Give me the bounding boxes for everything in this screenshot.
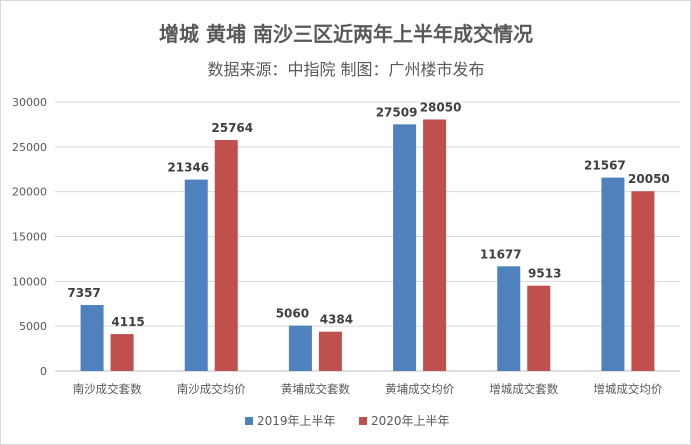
bar-2-3 xyxy=(318,331,342,371)
y-axis-ticks: 0 5000 10000 15000 20000 25000 30000 xyxy=(12,96,47,378)
data-label: 5060 xyxy=(276,307,309,321)
bar-1-3 xyxy=(288,325,312,371)
bars xyxy=(80,119,655,371)
gridlines xyxy=(55,101,680,372)
data-label: 4115 xyxy=(111,315,144,329)
data-label: 27509 xyxy=(376,105,418,119)
category-label: 黄埔成交均价 xyxy=(385,382,454,396)
data-label: 9513 xyxy=(528,267,561,281)
legend-swatch-2 xyxy=(359,417,367,425)
data-label: 7357 xyxy=(67,286,100,300)
bar-2-6 xyxy=(631,191,655,371)
data-labels: 7357 4115 21346 25764 5060 4384 27509 28050 1167… xyxy=(67,100,669,329)
bar-1-2 xyxy=(184,179,208,371)
y-tick-label: 30000 xyxy=(12,96,47,109)
data-label: 21346 xyxy=(167,161,209,175)
bar-1-6 xyxy=(601,177,625,371)
bar-1-5 xyxy=(497,266,521,371)
bar-1-4 xyxy=(393,124,417,371)
category-label: 增城成交套数 xyxy=(489,382,558,396)
x-axis-categories: 南沙成交套数 南沙成交均价 黄埔成交套数 黄埔成交均价 增城成交套数 增城成交均价 xyxy=(73,382,663,396)
data-label: 28050 xyxy=(420,100,462,114)
data-label: 4384 xyxy=(320,313,353,327)
y-tick-label: 20000 xyxy=(12,186,47,199)
y-tick-label: 10000 xyxy=(12,275,47,288)
data-label: 20050 xyxy=(628,172,670,186)
legend: 2019年上半年 2020年上半年 xyxy=(245,414,450,428)
chart-subtitle: 数据来源：中指院 制图：广州楼市发布 xyxy=(207,60,484,79)
bar-2-4 xyxy=(423,119,447,371)
category-label: 南沙成交套数 xyxy=(73,382,142,396)
y-tick-label: 15000 xyxy=(12,231,47,244)
bar-2-1 xyxy=(110,334,134,371)
category-label: 南沙成交均价 xyxy=(177,382,246,396)
data-label: 11677 xyxy=(480,247,522,261)
legend-swatch-1 xyxy=(245,417,253,425)
data-label: 25764 xyxy=(211,121,253,135)
y-tick-label: 5000 xyxy=(19,320,47,333)
legend-label-1: 2019年上半年 xyxy=(257,414,336,428)
legend-label-2: 2020年上半年 xyxy=(371,414,450,428)
bar-2-2 xyxy=(214,139,238,371)
bar-2-5 xyxy=(527,285,551,371)
y-tick-label: 25000 xyxy=(12,141,47,154)
y-tick-label: 0 xyxy=(40,365,47,378)
category-label: 黄埔成交套数 xyxy=(281,382,350,396)
category-label: 增城成交均价 xyxy=(593,382,662,396)
bar-1-1 xyxy=(80,305,104,371)
data-label: 21567 xyxy=(584,159,626,173)
chart-title: 增城 黄埔 南沙三区近两年上半年成交情况 xyxy=(159,22,533,46)
